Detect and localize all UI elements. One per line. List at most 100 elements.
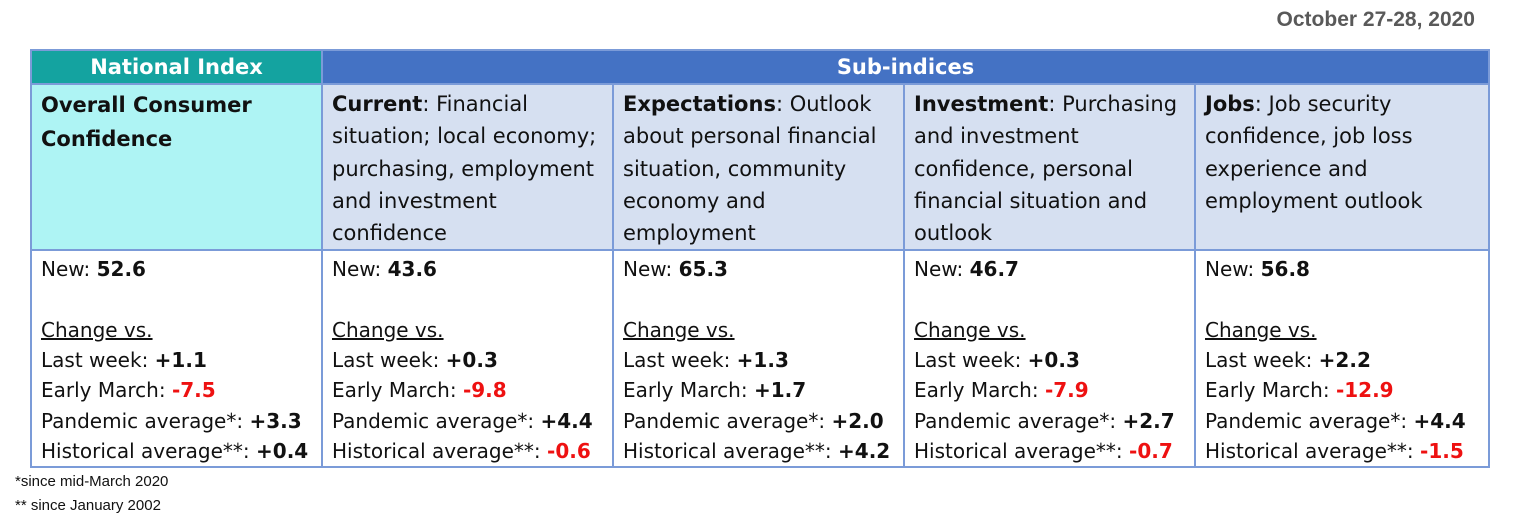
change-label: Change vs.: [41, 317, 153, 342]
change-row-value: +4.2: [838, 438, 891, 463]
change-row-label: Pandemic average*:: [623, 408, 832, 433]
new-label: New:: [914, 257, 970, 282]
change-row-label: Pandemic average*:: [914, 408, 1123, 433]
change-row-value: -0.7: [1129, 438, 1173, 463]
change-row: Last week: +0.3: [332, 345, 603, 375]
change-row-value: +0.3: [1027, 348, 1080, 373]
change-row-label: Early March:: [41, 378, 172, 403]
new-value-line: New: 43.6: [332, 254, 603, 284]
desc-cell-expectations: Expectations: Outlook about personal fin…: [612, 82, 905, 252]
change-row: Early March: -7.5: [41, 375, 312, 405]
change-row-label: Historical average**:: [41, 438, 257, 463]
change-row: Pandemic average*: +2.7: [914, 406, 1185, 436]
change-row: Last week: +2.2: [1205, 345, 1479, 375]
change-row-value: -0.6: [547, 438, 591, 463]
change-row-label: Pandemic average*:: [1205, 408, 1414, 433]
header-row: National Index Sub-indices: [30, 49, 1491, 85]
change-row: Last week: +1.1: [41, 345, 312, 375]
change-row-label: Last week:: [332, 348, 446, 373]
change-row-value: -12.9: [1335, 378, 1394, 403]
desc-title: Current: [332, 92, 423, 116]
change-row-value: +0.4: [256, 438, 309, 463]
consumer-confidence-table: National Index Sub-indices Overall Consu…: [30, 49, 1491, 469]
footnotes: *since mid-March 2020 ** since January 2…: [15, 470, 168, 518]
new-value-line: New: 46.7: [914, 254, 1185, 284]
change-row-value: -9.8: [462, 378, 507, 403]
change-label: Change vs.: [332, 317, 444, 342]
change-heading: Change vs.: [332, 315, 603, 345]
change-row-value: +2.7: [1122, 408, 1175, 433]
change-row: Last week: +0.3: [914, 345, 1185, 375]
description-row: Overall Consumer Confidence Current: Fin…: [30, 82, 1491, 252]
change-row-value: -7.5: [171, 378, 216, 403]
change-row: Pandemic average*: +4.4: [1205, 406, 1479, 436]
desc-text: : Financial situation; local economy; pu…: [332, 92, 597, 246]
new-value: 52.6: [96, 257, 146, 282]
values-cell-overall: New: 52.6 Change vs. Last week: +1.1 Early …: [30, 249, 323, 469]
change-row-value: +0.3: [445, 348, 498, 373]
report-date: October 27-28, 2020: [1276, 8, 1475, 31]
new-label: New:: [41, 257, 97, 282]
change-heading: Change vs.: [1205, 315, 1479, 345]
change-heading: Change vs.: [41, 315, 312, 345]
values-cell-investment: New: 46.7 Change vs. Last week: +0.3 Early …: [903, 249, 1196, 469]
change-row-label: Last week:: [1205, 348, 1319, 373]
new-value-line: New: 56.8: [1205, 254, 1479, 284]
change-row-value: +4.4: [540, 408, 593, 433]
desc-title: Investment: [914, 92, 1049, 116]
desc-title: Expectations: [623, 92, 776, 116]
change-row-value: -7.9: [1044, 378, 1089, 403]
change-row-value: +1.1: [154, 348, 207, 373]
change-row: Historical average**: +4.2: [623, 436, 894, 466]
change-row: Pandemic average*: +4.4: [332, 406, 603, 436]
desc-text: : Outlook about personal financial situa…: [623, 92, 877, 246]
change-row-value: +3.3: [249, 408, 302, 433]
change-row-label: Historical average**:: [623, 438, 839, 463]
change-row: Historical average**: +0.4: [41, 436, 312, 466]
change-row-label: Historical average**:: [1205, 438, 1421, 463]
new-value: 56.8: [1260, 257, 1310, 282]
desc-text: : Purchasing and investment confidence, …: [914, 92, 1178, 246]
new-value: 43.6: [387, 257, 437, 282]
change-row-value: +2.2: [1318, 348, 1371, 373]
desc-cell-current: Current: Financial situation; local econ…: [321, 82, 614, 252]
change-row-label: Historical average**:: [332, 438, 548, 463]
change-row: Early March: +1.7: [623, 375, 894, 405]
desc-title: Overall Consumer Confidence: [41, 93, 252, 151]
change-row-value: +2.0: [831, 408, 884, 433]
new-label: New:: [623, 257, 679, 282]
change-label: Change vs.: [1205, 317, 1317, 342]
change-row-value: +4.4: [1413, 408, 1466, 433]
change-row-label: Last week:: [623, 348, 737, 373]
new-value: 65.3: [678, 257, 728, 282]
values-cell-jobs: New: 56.8 Change vs. Last week: +2.2 Early …: [1193, 249, 1491, 469]
change-row-label: Last week:: [914, 348, 1028, 373]
new-value-line: New: 65.3: [623, 254, 894, 284]
change-row: Pandemic average*: +2.0: [623, 406, 894, 436]
change-heading: Change vs.: [914, 315, 1185, 345]
new-label: New:: [332, 257, 388, 282]
spacer: [623, 285, 894, 315]
change-row-label: Early March:: [332, 378, 463, 403]
change-row: Early March: -12.9: [1205, 375, 1479, 405]
change-row-value: +1.7: [753, 378, 807, 403]
change-row: Pandemic average*: +3.3: [41, 406, 312, 436]
change-row-label: Pandemic average*:: [332, 408, 541, 433]
change-row-label: Early March:: [914, 378, 1045, 403]
change-row-label: Historical average**:: [914, 438, 1130, 463]
change-row: Historical average**: -0.6: [332, 436, 603, 466]
change-row-label: Pandemic average*:: [41, 408, 250, 433]
footnote-pandemic: *since mid-March 2020: [15, 473, 169, 490]
spacer: [41, 285, 312, 315]
change-row-value: -1.5: [1420, 438, 1464, 463]
desc-text: : Job security confidence, job loss expe…: [1205, 92, 1423, 213]
spacer: [1205, 285, 1479, 315]
spacer: [332, 285, 603, 315]
footnote-historical: ** since January 2002: [15, 497, 161, 514]
change-row: Historical average**: -1.5: [1205, 436, 1479, 466]
change-row-label: Early March:: [1205, 378, 1336, 403]
change-row: Early March: -9.8: [332, 375, 603, 405]
national-index-header: National Index: [30, 49, 323, 85]
values-row: New: 52.6 Change vs. Last week: +1.1 Early …: [30, 249, 1491, 469]
new-value: 46.7: [969, 257, 1019, 282]
